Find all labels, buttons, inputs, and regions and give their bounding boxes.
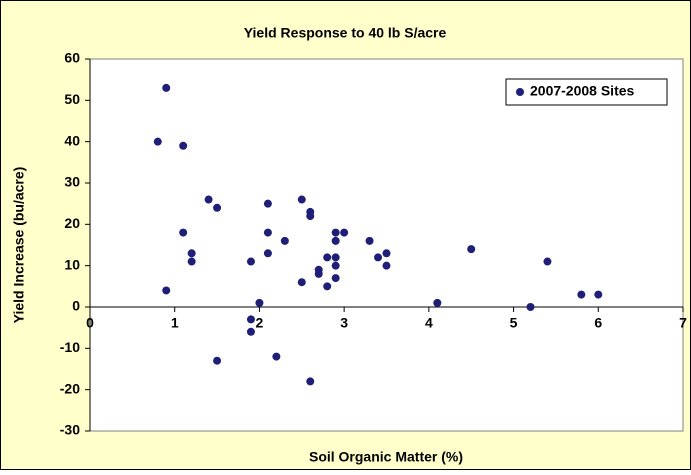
point (331, 236, 340, 245)
point (162, 286, 171, 295)
point (297, 278, 306, 287)
point (382, 249, 391, 258)
point (187, 249, 196, 258)
point (577, 290, 586, 299)
point (306, 377, 315, 386)
point (213, 203, 222, 212)
plot-area (89, 58, 684, 432)
y-tick-label: -20 (60, 380, 80, 396)
y-tick-label: 40 (64, 132, 80, 148)
x-tick-label: 3 (340, 315, 348, 331)
point (306, 212, 315, 221)
point (382, 261, 391, 270)
point (526, 303, 535, 311)
y-tick-label: -30 (60, 422, 80, 438)
y-axis-label: Yield Increase (bu/acre) (11, 167, 27, 324)
chart-title: Yield Response to 40 lb S/acre (244, 25, 447, 41)
y-tick-label: 60 (64, 50, 80, 66)
point (365, 236, 374, 245)
point (272, 352, 281, 361)
point (594, 290, 603, 299)
point (246, 257, 255, 266)
point (187, 257, 196, 266)
point (331, 253, 340, 262)
point (179, 228, 188, 237)
legend-box (505, 78, 668, 106)
point (204, 195, 213, 204)
x-tick-label: 7 (679, 315, 687, 331)
point (543, 257, 552, 266)
y-tick-label: 30 (64, 174, 80, 190)
point (340, 228, 349, 237)
point (323, 282, 332, 291)
y-tick-label: 10 (64, 256, 80, 272)
point (374, 253, 383, 262)
point (331, 228, 340, 237)
x-axis-label: Soil Organic Matter (%) (309, 449, 463, 465)
point (467, 245, 476, 254)
y-tick-label: -10 (60, 339, 80, 355)
point (162, 83, 171, 92)
x-tick-label: 6 (594, 315, 602, 331)
x-tick-label: 1 (171, 315, 179, 331)
point (179, 141, 188, 150)
point (246, 327, 255, 336)
y-tick-label: 0 (72, 298, 80, 314)
point (263, 199, 272, 208)
x-tick-label: 4 (425, 315, 433, 331)
point (323, 253, 332, 262)
point (153, 137, 162, 146)
point (331, 261, 340, 270)
point (297, 195, 306, 204)
point (433, 298, 442, 307)
point (263, 228, 272, 237)
point (331, 274, 340, 283)
x-tick-label: 5 (510, 315, 518, 331)
point (246, 315, 255, 324)
y-tick-label: 20 (64, 215, 80, 231)
point (213, 356, 222, 365)
x-tick-label: 2 (256, 315, 264, 331)
point (255, 298, 264, 307)
x-tick-label: 0 (86, 315, 94, 331)
legend-marker (516, 88, 524, 96)
point (314, 269, 323, 278)
y-tick-label: 50 (64, 91, 80, 107)
point (263, 249, 272, 258)
point (280, 236, 289, 245)
legend-label: 2007-2008 Sites (530, 83, 635, 99)
